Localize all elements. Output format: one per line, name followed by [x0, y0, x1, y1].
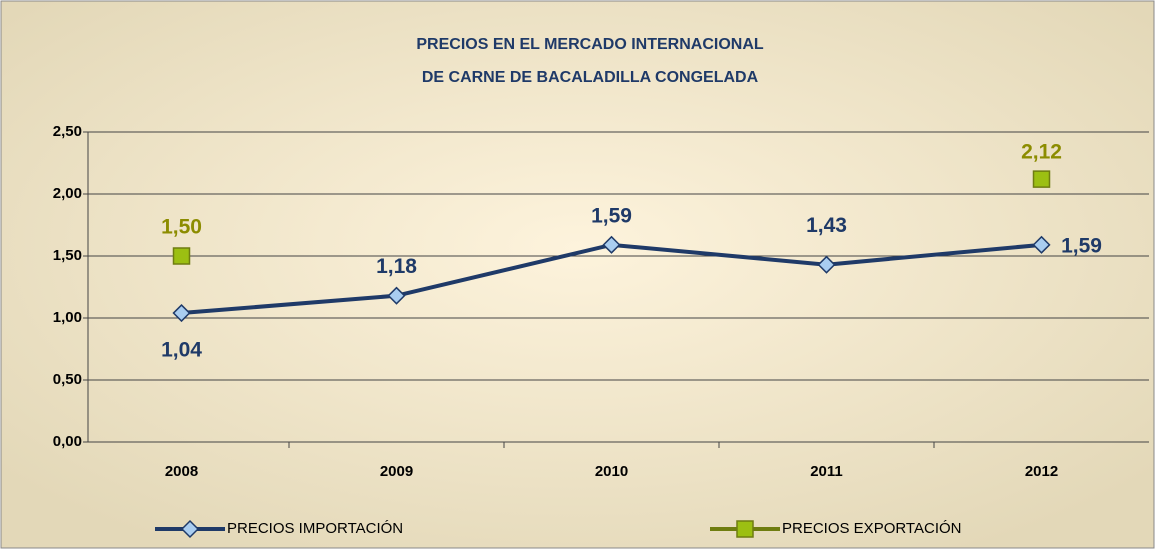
point — [817, 255, 836, 274]
data-label: 1,59 — [591, 204, 632, 227]
data-label: 1,50 — [161, 216, 202, 239]
chart-title: DE CARNE DE BACALADILLA CONGELADA — [422, 69, 759, 86]
point — [387, 286, 406, 305]
legend-label: PRECIOS IMPORTACIÓN — [227, 520, 403, 537]
point — [172, 303, 191, 323]
chart-title: PRECIOS EN EL MERCADO INTERNACIONAL — [416, 36, 764, 53]
y-tick-label: 1,00 — [53, 309, 82, 326]
x-tick-label: 2009 — [380, 463, 413, 480]
x-tick-label: 2012 — [1025, 463, 1058, 480]
y-tick-label: 0,00 — [53, 433, 82, 450]
data-label: 1,18 — [376, 255, 417, 278]
data-label: 2,12 — [1021, 141, 1062, 164]
data-label: 1,43 — [806, 214, 847, 237]
y-tick-label: 2,50 — [53, 123, 82, 140]
legend-label: PRECIOS EXPORTACIÓN — [782, 520, 961, 537]
point — [602, 235, 621, 254]
data-label: 1,04 — [161, 339, 202, 362]
legend-marker — [736, 520, 754, 538]
data-label: 1,59 — [1061, 234, 1102, 257]
x-tick-label: 2010 — [595, 463, 628, 480]
y-tick-label: 1,50 — [53, 247, 82, 264]
x-tick-label: 2011 — [810, 463, 843, 480]
y-tick-label: 0,50 — [53, 371, 82, 388]
legend-marker — [180, 519, 200, 539]
point — [1032, 235, 1051, 254]
x-tick-label: 2008 — [165, 463, 198, 480]
y-tick-label: 2,00 — [53, 185, 82, 202]
point — [172, 247, 191, 265]
point — [1032, 170, 1051, 188]
